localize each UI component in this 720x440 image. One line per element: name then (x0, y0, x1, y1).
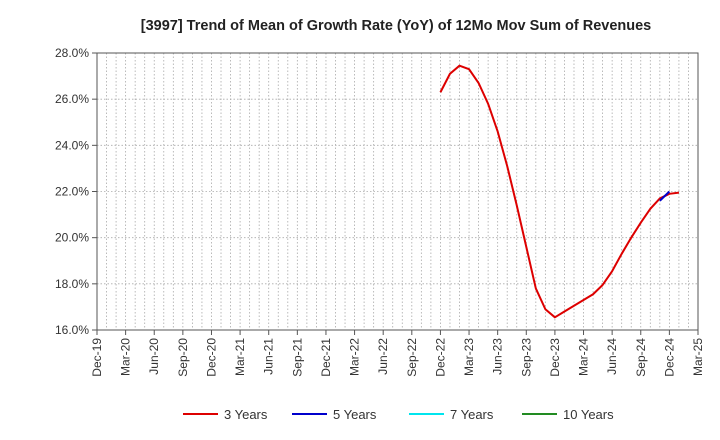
series-line-5-years (659, 190, 671, 202)
legend-label: 10 Years (563, 407, 614, 422)
legend: 3 Years 5 Years 7 Years 10 Years (183, 407, 614, 422)
y-tick-label: 16.0% (55, 323, 89, 337)
y-tick-label: 24.0% (55, 138, 89, 152)
series-lines (439, 64, 680, 319)
x-tick-label: Mar-24 (577, 338, 591, 376)
x-tick-label: Mar-25 (691, 338, 705, 376)
x-axis: Dec-19 Mar-20 Jun-20 Sep-20 Dec-20 Mar-21 Jun-… (90, 330, 705, 377)
x-tick-label: Jun-24 (605, 338, 619, 375)
legend-label: 5 Years (333, 407, 377, 422)
x-tick-label: Sep-20 (176, 338, 190, 377)
x-tick-label: Mar-20 (119, 338, 133, 376)
x-tick-label: Jun-22 (376, 338, 390, 375)
y-tick-label: 20.0% (55, 231, 89, 245)
y-tick-label: 26.0% (55, 92, 89, 106)
x-tick-label: Dec-21 (319, 338, 333, 377)
x-tick-label: Dec-20 (204, 338, 218, 377)
legend-label: 7 Years (450, 407, 494, 422)
grid (97, 53, 698, 330)
x-tick-label: Dec-22 (433, 338, 447, 377)
y-tick-label: 18.0% (55, 277, 89, 291)
x-tick-label: Jun-20 (147, 338, 161, 375)
x-tick-label: Jun-23 (491, 338, 505, 375)
chart-title: [3997] Trend of Mean of Growth Rate (YoY… (141, 18, 652, 34)
y-tick-label: 22.0% (55, 185, 89, 199)
x-tick-label: Sep-23 (519, 338, 533, 377)
x-tick-label: Dec-23 (548, 338, 562, 377)
series-line-3-years (439, 64, 680, 319)
legend-label: 3 Years (224, 407, 268, 422)
x-tick-label: Mar-22 (348, 338, 362, 376)
x-tick-label: Dec-19 (90, 338, 104, 377)
plot-area-border (96, 52, 699, 331)
x-tick-label: Mar-23 (462, 338, 476, 376)
x-tick-label: Sep-22 (405, 338, 419, 377)
y-axis: 16.0% 18.0% 20.0% 22.0% 24.0% 26.0% 28.0% (55, 46, 97, 337)
x-tick-label: Mar-21 (233, 338, 247, 376)
x-tick-label: Jun-21 (262, 338, 276, 375)
y-tick-label: 28.0% (55, 46, 89, 60)
x-tick-label: Sep-21 (290, 338, 304, 377)
x-tick-label: Dec-24 (662, 338, 676, 377)
x-tick-label: Sep-24 (634, 338, 648, 377)
